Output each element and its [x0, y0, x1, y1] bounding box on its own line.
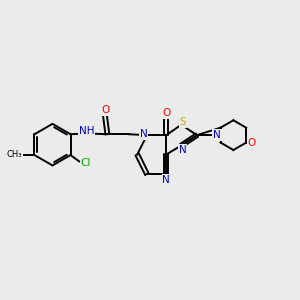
Text: N: N: [179, 145, 187, 155]
Text: S: S: [179, 117, 186, 127]
Text: CH₃: CH₃: [7, 150, 22, 159]
Text: O: O: [162, 108, 170, 118]
Text: N: N: [140, 129, 147, 139]
Text: Cl: Cl: [81, 158, 91, 168]
Text: N: N: [163, 175, 170, 185]
Text: O: O: [101, 106, 109, 116]
Text: NH: NH: [79, 126, 94, 136]
Text: O: O: [248, 138, 256, 148]
Text: N: N: [213, 130, 221, 140]
